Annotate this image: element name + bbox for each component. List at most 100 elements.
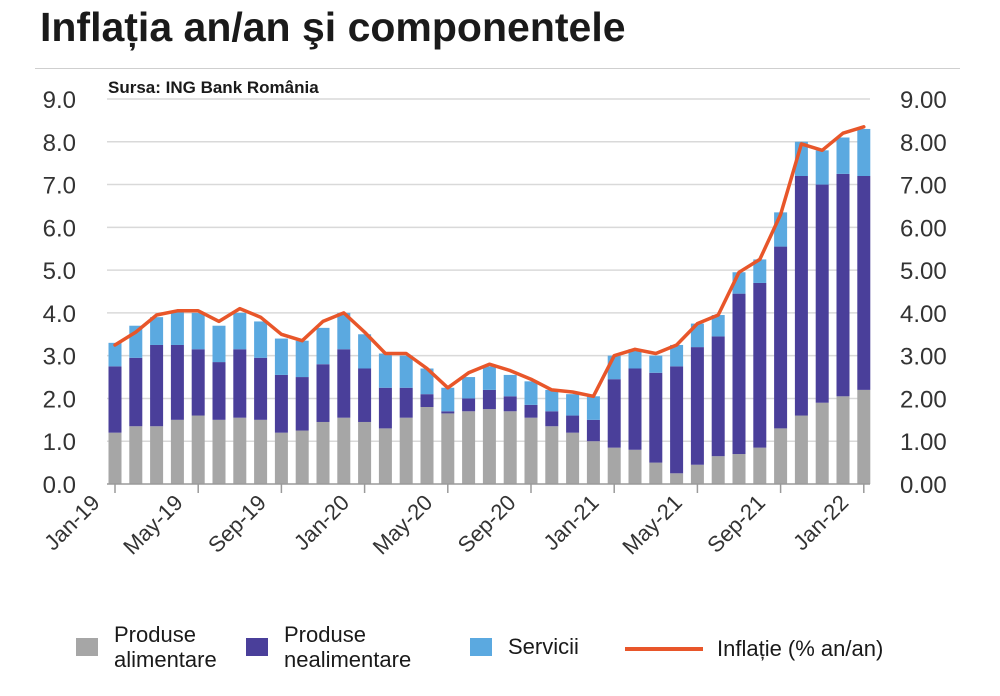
x-tick-label: Sep-19 [203,490,271,558]
legend-swatch-inflation [625,646,703,651]
y-right-tick-label: 7.00 [900,173,947,200]
bar-segment [233,349,247,418]
bar-segment [462,377,476,399]
bar-segment [274,432,288,484]
bar-segment [690,347,704,465]
bar-segment [607,379,621,448]
y-left-tick-label: 8.0 [43,130,76,157]
bar-segment [711,315,725,337]
bar-segment [129,426,143,484]
bar-segment [607,447,621,484]
bar-segment [857,389,871,484]
bar-segment [774,246,788,429]
legend-item-services: Servicii [470,634,579,659]
title-rule [35,68,960,69]
bar-segment [150,317,164,345]
bar-segment [170,310,184,345]
x-tick-label: Jan-22 [788,490,853,555]
bar-segment [399,387,413,418]
legend-item-nonfood: Produse nealimentare [246,622,434,672]
bar-segment [649,462,663,484]
bar-segment [191,312,205,350]
x-tick-label: Sep-20 [453,490,521,558]
bar-segment [628,368,642,450]
x-tick-label: Jan-19 [39,490,104,555]
bar-segment [378,353,392,388]
bar-segment [628,349,642,369]
chart-area: Sursa: ING Bank România 0.0 0.00 1.0 1.00 2.0… [39,78,947,559]
bar-segment [295,377,309,431]
bar-segment [753,282,767,448]
bar-segment [378,387,392,429]
bar-segment [524,417,538,484]
bar-segment [254,321,268,358]
bar-segment [836,137,850,174]
y-left-tick-label: 3.0 [43,344,76,371]
bar-segment [566,394,580,416]
bar-segment [794,415,808,484]
bar-segment [337,417,351,484]
bar-segment [129,357,143,427]
y-right-tick-label: 0.00 [900,472,947,499]
bar-segment [628,449,642,484]
bar-segment [108,366,122,433]
bar-segment [753,447,767,484]
bar-segment [545,389,559,412]
bar-segment [233,417,247,484]
y-left-tick-label: 5.0 [43,258,76,285]
bar-segment [482,366,496,390]
bar-segment [150,344,164,427]
legend-swatch-nonfood [246,638,268,656]
bar-segment [711,336,725,457]
bar-segment [420,394,434,407]
bar-segment [545,426,559,484]
bar-segment [212,362,226,420]
chart-title: Inflația an/an şi componentele [40,4,626,50]
bar-segment [670,473,684,484]
legend-label-food: Produse alimentare [114,622,217,672]
x-tick-label: Jan-20 [289,490,354,555]
bar-segment [212,325,226,363]
bar-segment [503,374,517,397]
bar-segment [857,176,871,390]
bar-segment [254,419,268,484]
bar-segment [316,421,330,484]
y-right-tick-label: 3.00 [900,344,947,371]
bar-segment [586,441,600,484]
bar-segment [732,293,746,455]
bar-segment [524,381,538,405]
y-left-tick-label: 4.0 [43,301,76,328]
bar-segment [441,411,455,414]
bar-segment [815,150,829,185]
bar-segment [836,396,850,484]
bar-segment [316,327,330,365]
bar-segment [254,357,268,420]
bar-segment [337,349,351,418]
bar-segment [274,374,288,433]
bar-segment [108,432,122,484]
bar-segment [586,419,600,442]
bar-segment [420,368,434,395]
y-right-tick-label: 1.00 [900,429,947,456]
bar-segment [566,415,580,433]
bar-segment [337,312,351,350]
legend-swatch-services [470,637,492,656]
bar-segment [399,417,413,484]
source-label: Sursa: ING Bank România [108,78,319,97]
bar-segment [150,426,164,484]
bar-segment [399,355,413,388]
bar-segment [815,184,829,403]
y-right-tick-label: 2.00 [900,386,947,413]
legend-item-inflation: Inflație (% an/an) [625,636,883,661]
bar-segment [233,312,247,350]
legend-label-inflation: Inflație (% an/an) [717,636,884,661]
bar-segment [462,398,476,412]
y-left-tick-label: 2.0 [43,386,76,413]
y-right-tick-label: 8.00 [900,130,947,157]
y-right-tick-label: 5.00 [900,258,947,285]
bar-segment [441,413,455,484]
bar-segment [482,409,496,484]
bar-segment [462,411,476,484]
bar-segment [170,419,184,484]
bar-segment [358,368,372,422]
